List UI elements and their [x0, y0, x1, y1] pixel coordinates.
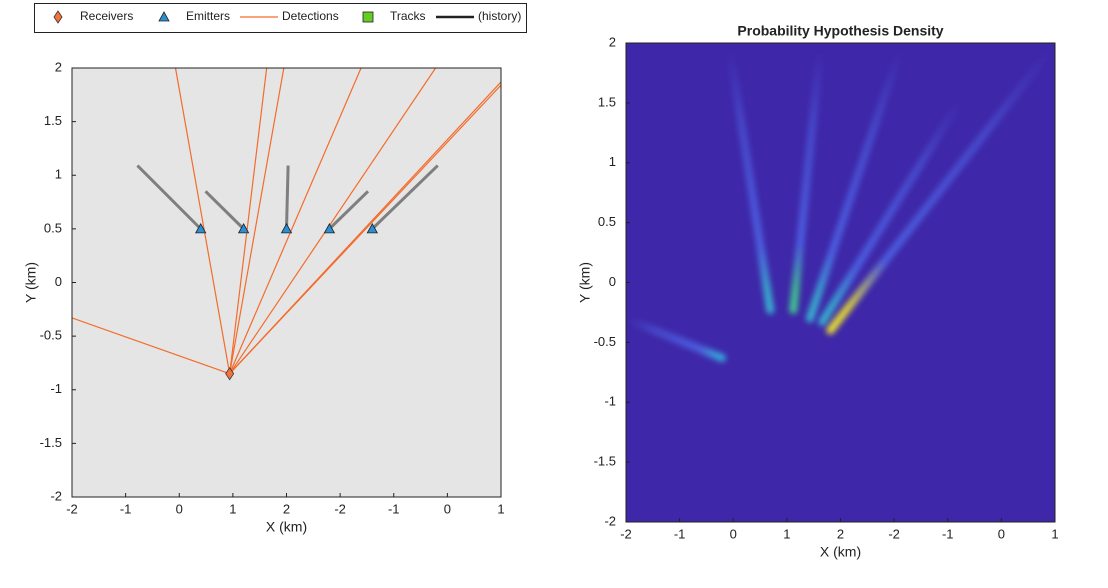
x-tick-label: -1: [120, 501, 132, 516]
x-tick-label: 1: [1051, 526, 1058, 541]
x-tick-label: -2: [888, 526, 900, 541]
x-tick-label: 1: [783, 526, 790, 541]
x-tick-label: -1: [674, 526, 686, 541]
y-axis-label: Y (km): [577, 262, 593, 303]
y-tick-label: -1: [50, 381, 62, 396]
plot-area: [626, 43, 1055, 522]
y-tick-label: -0.5: [40, 328, 62, 343]
x-tick-label: -1: [388, 501, 400, 516]
history-line: [328, 190, 370, 230]
density-streak: [626, 315, 726, 362]
density-streak: [826, 46, 1055, 335]
y-tick-label: -1.5: [594, 454, 616, 469]
point: [237, 223, 250, 234]
chart-title: Probability Hypothesis Density: [737, 23, 943, 39]
detection-line: [174, 68, 231, 374]
detection-line: [229, 68, 362, 374]
x-tick-label: -2: [620, 526, 632, 541]
legend-label: Receivers: [80, 9, 133, 23]
point: [225, 366, 235, 381]
y-tick-label: 1: [55, 167, 62, 182]
density-streak: [818, 96, 965, 327]
point: [280, 223, 293, 234]
point: [366, 223, 378, 234]
density-streak: [789, 46, 825, 315]
y-tick-label: 1.5: [44, 113, 62, 128]
x-tick-label: -2: [334, 501, 346, 516]
x-tick-label: -2: [66, 501, 78, 516]
x-tick-label: 2: [283, 501, 290, 516]
y-tick-label: -0.5: [594, 334, 616, 349]
point: [323, 223, 336, 234]
y-tick-label: 2: [609, 34, 616, 49]
legend-label: (history): [478, 9, 521, 23]
plot-area: [72, 68, 501, 497]
legend-label: Detections: [282, 9, 339, 23]
x-tick-label: 0: [730, 526, 737, 541]
legend-swatch: [362, 11, 374, 23]
history-line: [136, 164, 202, 230]
y-tick-label: 0: [609, 274, 616, 289]
y-tick-label: -2: [604, 513, 616, 528]
x-tick-label: 0: [998, 526, 1005, 541]
point: [195, 223, 207, 234]
x-tick-label: 1: [497, 501, 504, 516]
detection-line: [229, 68, 437, 374]
x-axis-label: X (km): [820, 544, 861, 560]
detection-line: [229, 84, 501, 375]
detection-line: [229, 68, 285, 374]
y-tick-label: 1.5: [598, 94, 616, 109]
x-tick-label: -1: [942, 526, 954, 541]
x-tick-label: 0: [444, 501, 451, 516]
y-tick-label: -1.5: [40, 435, 62, 450]
y-tick-label: -1: [604, 394, 616, 409]
y-tick-label: 0.5: [598, 214, 616, 229]
density-layer: [626, 46, 1055, 362]
history-line: [371, 164, 439, 230]
y-tick-label: 0.5: [44, 220, 62, 235]
legend-label: Emitters: [186, 9, 230, 23]
history-line: [204, 190, 245, 230]
history-line: [285, 165, 290, 229]
x-tick-label: 0: [176, 501, 183, 516]
legend-swatch: [158, 11, 170, 22]
density-streak: [805, 46, 905, 323]
y-tick-label: 2: [55, 59, 62, 74]
x-tick-label: 2: [837, 526, 844, 541]
legend-swatch: [53, 10, 63, 24]
detection-line: [229, 68, 268, 374]
y-tick-label: -2: [50, 488, 62, 503]
y-axis-label: Y (km): [23, 262, 39, 303]
x-axis-label: X (km): [266, 519, 307, 535]
detection-line: [72, 317, 230, 375]
density-streak: [726, 46, 775, 315]
plot-layer: [72, 68, 501, 375]
x-tick-label: 1: [229, 501, 236, 516]
legend-label: Tracks: [390, 9, 426, 23]
y-tick-label: 1: [609, 154, 616, 169]
y-tick-label: 0: [55, 274, 62, 289]
